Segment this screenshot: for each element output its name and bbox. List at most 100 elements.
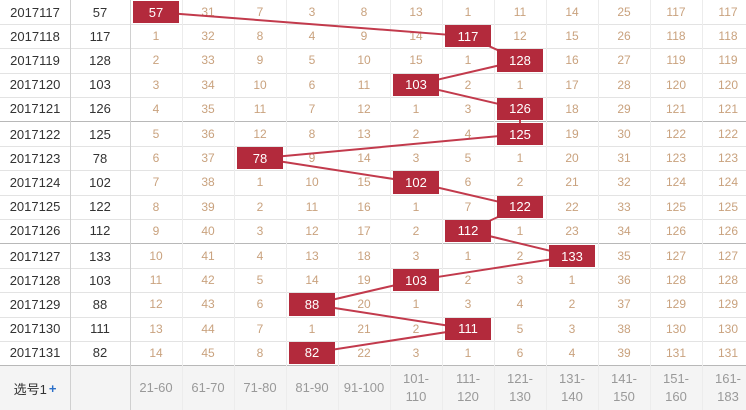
miss-count: 131: [717, 345, 739, 360]
column-divider: [234, 0, 235, 410]
miss-count: 7: [308, 101, 316, 116]
add-icon[interactable]: +: [48, 380, 57, 396]
miss-count: 8: [256, 345, 264, 360]
miss-count: 10: [305, 175, 319, 190]
miss-count: 3: [308, 5, 316, 20]
miss-count: 41: [201, 249, 215, 264]
footer-label-cell[interactable]: 选号1 +: [0, 366, 70, 410]
miss-count: 123: [717, 151, 739, 166]
column-header: 151-160: [650, 366, 702, 410]
hit-cell: 103: [393, 269, 439, 292]
miss-count: 118: [718, 29, 738, 44]
miss-count: 126: [717, 223, 739, 238]
miss-count: 15: [565, 29, 579, 44]
column-header-text: 71-80: [243, 380, 277, 395]
miss-count: 39: [201, 199, 215, 214]
miss-count: 3: [464, 101, 472, 116]
miss-count: 11: [305, 199, 319, 214]
miss-count: 10: [357, 53, 371, 68]
value: 128: [89, 52, 111, 68]
value: 112: [89, 223, 111, 239]
row-border: [0, 121, 746, 122]
miss-count: 7: [464, 199, 472, 214]
miss-count: 12: [253, 127, 267, 142]
miss-count: 34: [617, 223, 631, 238]
miss-count: 45: [201, 345, 215, 360]
value: 117: [89, 28, 111, 44]
period: 2017119: [10, 52, 60, 68]
miss-count: 12: [513, 29, 527, 44]
value: 125: [89, 126, 111, 142]
miss-count: 21: [357, 321, 371, 336]
miss-count: 130: [717, 321, 739, 336]
hit-cell: 126: [497, 97, 543, 120]
miss-count: 13: [357, 127, 371, 142]
hit-cell: 117: [445, 25, 491, 48]
miss-count: 36: [201, 127, 215, 142]
column-divider: [598, 0, 599, 410]
miss-count: 6: [516, 345, 524, 360]
value: 133: [89, 248, 111, 264]
miss-count: 38: [201, 175, 215, 190]
column-header-text: 141-150: [610, 371, 638, 404]
miss-count: 11: [253, 101, 267, 116]
miss-count: 17: [357, 223, 371, 238]
miss-count: 33: [617, 199, 631, 214]
column-header-text: 121-130: [506, 371, 534, 404]
miss-count: 27: [617, 53, 631, 68]
miss-count: 125: [717, 199, 739, 214]
miss-count: 129: [717, 297, 739, 312]
row-border: [0, 340, 746, 342]
column-header: 81-90: [286, 366, 338, 410]
column-header: 111-120: [442, 366, 494, 410]
miss-count: 14: [357, 151, 371, 166]
column-header: 21-60: [130, 366, 182, 410]
column-header-text: 81-90: [295, 380, 329, 395]
miss-count: 4: [568, 345, 576, 360]
column-header-text: 101-110: [402, 371, 430, 404]
miss-count: 12: [305, 223, 319, 238]
value: 78: [92, 150, 108, 166]
miss-count: 8: [360, 5, 368, 20]
miss-count: 11: [149, 273, 163, 288]
miss-count: 35: [201, 101, 215, 116]
miss-count: 130: [665, 321, 687, 336]
miss-count: 19: [357, 273, 371, 288]
miss-count: 3: [412, 249, 420, 264]
miss-count: 32: [617, 175, 631, 190]
row-border: [0, 243, 746, 244]
miss-count: 124: [717, 175, 739, 190]
miss-count: 5: [308, 53, 316, 68]
period: 2017124: [9, 174, 61, 190]
column-header: 101-110: [390, 366, 442, 410]
miss-count: 30: [617, 127, 631, 142]
column-divider: [182, 0, 183, 410]
miss-count: 1: [516, 77, 524, 92]
miss-count: 117: [666, 5, 686, 20]
period: 2017120: [9, 77, 61, 93]
hit-cell: 133: [549, 245, 595, 268]
miss-count: 11: [513, 5, 527, 20]
miss-count: 1: [152, 29, 160, 44]
period: 2017129: [9, 296, 61, 312]
miss-count: 7: [152, 175, 160, 190]
column-divider: [130, 0, 131, 410]
period: 2017128: [9, 272, 61, 288]
row-border: [0, 292, 746, 294]
row-border: [0, 194, 746, 196]
miss-count: 119: [718, 53, 738, 68]
value: 103: [89, 77, 111, 93]
column-header-text: 131-140: [558, 371, 586, 404]
value: 111: [90, 321, 110, 337]
miss-count: 5: [516, 321, 524, 336]
column-header-text: 61-70: [191, 380, 225, 395]
row-border: [0, 170, 746, 172]
miss-count: 125: [665, 199, 687, 214]
hit-cell: 122: [497, 195, 543, 218]
miss-count: 13: [149, 321, 163, 336]
miss-count: 16: [357, 199, 371, 214]
row-border: [0, 146, 746, 148]
miss-count: 33: [201, 53, 215, 68]
miss-count: 31: [617, 151, 631, 166]
miss-count: 6: [308, 77, 316, 92]
